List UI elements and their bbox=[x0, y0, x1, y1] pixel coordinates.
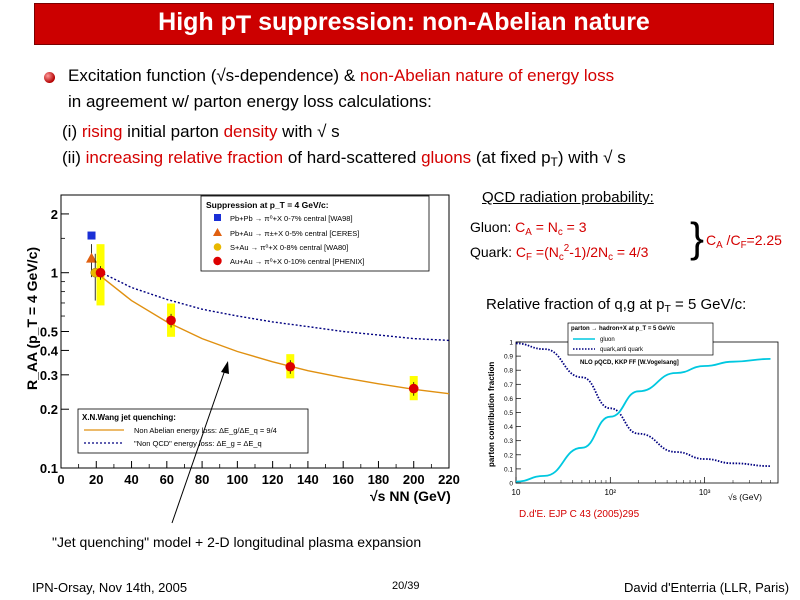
raa-theory-entry-nonabelian: Non Abelian energy loss: ΔE_g/ΔE_q = 9/4 bbox=[134, 426, 277, 435]
raa-y-tick-label: 1 bbox=[51, 266, 58, 281]
bullet-line-1: Excitation function (√s-dependence) & no… bbox=[68, 66, 615, 85]
parton-y-tick-label: 0.7 bbox=[504, 382, 513, 389]
raa-legend-entry-pbpb: Pb+Pb → π⁰+X 0-7% central [WA98] bbox=[230, 214, 353, 223]
parton-y-tick-label: 0.9 bbox=[504, 354, 513, 361]
pbpb-marker-icon bbox=[214, 214, 221, 221]
pbau-point bbox=[86, 252, 98, 263]
pbpb-point bbox=[87, 231, 96, 240]
slide-title-bar: High pT suppression: non-Abelian nature bbox=[34, 3, 774, 45]
raa-y-tick-label: 0.5 bbox=[40, 325, 58, 340]
sau-marker-icon bbox=[213, 243, 222, 251]
footer-author: David d'Enterria (LLR, Paris) bbox=[624, 580, 790, 595]
raa-theory-legend-box bbox=[77, 408, 309, 454]
qcd-heading: QCD radiation probability: bbox=[482, 189, 654, 206]
raa-theory-legend: X.N.Wang jet quenching: Non Abelian ener… bbox=[77, 408, 309, 454]
raa-legend-entry-auau: Au+Au → π⁰+X 0-10% central [PHENIX] bbox=[230, 257, 365, 266]
raa-legend-entry-pbau: Pb+Au → π±+X 0-5% central [CERES] bbox=[230, 229, 359, 238]
raa-x-tick-label: 0 bbox=[57, 472, 64, 487]
raa-x-axis-label: √s NN (GeV) bbox=[370, 488, 451, 504]
raa-theory-title: X.N.Wang jet quenching: bbox=[82, 413, 176, 422]
footer-venue: IPN-Orsay, Nov 14th, 2005 bbox=[32, 580, 188, 595]
raa-x-tick-label: 80 bbox=[195, 472, 209, 487]
point-i: (i) rising initial parton density with √… bbox=[62, 122, 340, 141]
raa-legend: Suppression at p_T = 4 GeV/c: Pb+Pb → π⁰… bbox=[200, 195, 430, 272]
citation: D.d'E. EJP C 43 (2005)295 bbox=[519, 509, 640, 520]
raa-y-axis-label: R_AA (p_T = 4 GeV/c) bbox=[24, 247, 40, 390]
bullet-icon bbox=[44, 72, 55, 83]
parton-y-tick-label: 1 bbox=[509, 340, 513, 347]
auau-point bbox=[285, 361, 296, 372]
raa-plot: 0 20 40 60 80 100 120 140 160 180 200 220 0.1 0.2 0.3 0… bbox=[18, 185, 460, 510]
raa-x-tick-label: 20 bbox=[89, 472, 103, 487]
gluon-fraction-curve bbox=[515, 358, 771, 483]
raa-y-tick-label: 0.4 bbox=[40, 343, 59, 358]
non-abelian-curve bbox=[95, 272, 450, 395]
raa-x-tick-label: 220 bbox=[438, 472, 460, 487]
parton-legend-gluon: gluon bbox=[600, 337, 615, 343]
raa-x-tick-label: 160 bbox=[332, 472, 354, 487]
parton-y-tick-label: 0.4 bbox=[504, 424, 513, 431]
parton-legend-title: parton → hadron+X at p_T = 5 GeV/c bbox=[571, 326, 676, 332]
raa-legend-title: Suppression at p_T = 4 GeV/c: bbox=[206, 200, 329, 210]
auau-point bbox=[166, 315, 176, 326]
parton-y-tick-label: 0.2 bbox=[504, 452, 513, 459]
slide-title: High pT suppression: non-Abelian nature bbox=[158, 8, 650, 39]
arrow-line bbox=[171, 366, 227, 524]
raa-x-tick-label: 140 bbox=[297, 472, 319, 487]
parton-y-tick-label: 0 bbox=[509, 481, 513, 488]
parton-y-axis-label: parton contribution fraction bbox=[487, 362, 496, 467]
arrow-head-icon bbox=[221, 361, 229, 374]
parton-legend: parton → hadron+X at p_T = 5 GeV/c gluon… bbox=[567, 322, 714, 356]
raa-theory-entry-nonqcd: "Non QCD" energy loss: ΔE_g = ΔE_q bbox=[134, 439, 262, 448]
raa-y-tick-label: 2 bbox=[51, 207, 58, 222]
bullet-line-2: in agreement w/ parton energy loss calcu… bbox=[68, 92, 432, 111]
curly-brace: } bbox=[690, 214, 705, 261]
auau-marker-icon bbox=[213, 256, 222, 266]
parton-legend-quark: quark,anti quark bbox=[600, 347, 644, 353]
casimir-ratio: CA /CF=2.25 bbox=[706, 232, 782, 251]
relative-fraction-label: Relative fraction of q,g at pT = 5 GeV/c… bbox=[486, 296, 747, 315]
raa-y-tick-label: 0.3 bbox=[40, 368, 58, 383]
quark-fraction-curve bbox=[515, 342, 771, 467]
gluon-casimir: Gluon: CA = Nc = 3 bbox=[470, 219, 587, 238]
raa-legend-box bbox=[200, 195, 430, 272]
parton-y-tick-label: 0.1 bbox=[504, 466, 513, 473]
raa-legend-entry-sau: S+Au → π⁰+X 0-8% central [WA80] bbox=[230, 243, 348, 252]
non-qcd-curve bbox=[95, 269, 450, 342]
parton-x-tick-label: 10 bbox=[512, 488, 521, 497]
parton-fraction-plot: 0 0.1 0.2 0.3 0.4 0.5 0.6 0.7 0.8 0.9 1 10 10² 10³ pa… bbox=[484, 322, 784, 507]
footer-page-number: 20/39 bbox=[392, 580, 420, 592]
auau-point bbox=[408, 383, 419, 394]
parton-y-tick-label: 0.8 bbox=[504, 368, 513, 375]
parton-y-tick-label: 0.6 bbox=[504, 396, 513, 403]
parton-y-tick-label: 0.5 bbox=[504, 410, 513, 417]
annotation-arrow bbox=[171, 361, 229, 524]
parton-x-axis-label: √s (GeV) bbox=[728, 492, 762, 502]
raa-x-tick-label: 120 bbox=[262, 472, 284, 487]
raa-y-tick-label: 0.1 bbox=[40, 461, 58, 476]
pbau-marker-icon bbox=[213, 228, 222, 236]
point-ii: (ii) increasing relative fraction of har… bbox=[62, 148, 626, 169]
raa-x-tick-label: 180 bbox=[368, 472, 390, 487]
raa-x-tick-label: 40 bbox=[124, 472, 138, 487]
parton-x-tick-label: 10² bbox=[605, 488, 617, 497]
raa-x-tick-label: 200 bbox=[403, 472, 425, 487]
quark-casimir: Quark: CF =(Nc2-1)/2Nc = 4/3 bbox=[470, 243, 649, 263]
plot-caption: "Jet quenching" model + 2-D longitudinal… bbox=[52, 534, 422, 550]
parton-annotation: NLO pQCD, KKP FF [W.Vogelsang] bbox=[580, 360, 679, 366]
raa-x-tick-label: 60 bbox=[160, 472, 174, 487]
auau-point bbox=[95, 267, 106, 278]
raa-y-tick-label: 0.2 bbox=[40, 402, 58, 417]
raa-x-tick-label: 100 bbox=[227, 472, 249, 487]
parton-y-tick-label: 0.3 bbox=[504, 438, 513, 445]
parton-x-tick-label: 10³ bbox=[699, 488, 711, 497]
